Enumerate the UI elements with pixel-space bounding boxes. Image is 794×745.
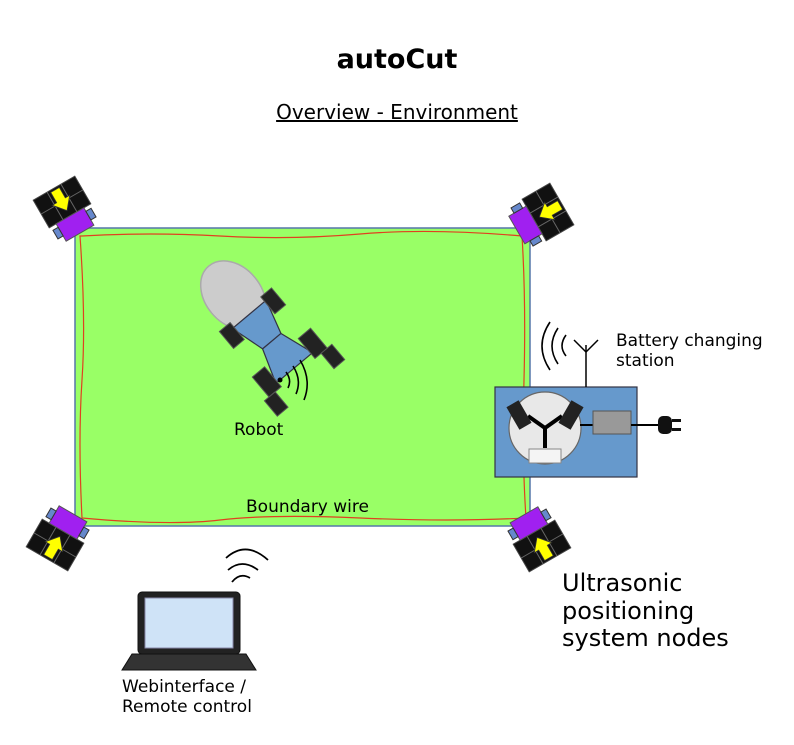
diagram-subtitle: Overview - Environment bbox=[276, 100, 518, 124]
boundary-wire-label: Boundary wire bbox=[246, 497, 369, 517]
battery-station-label: Battery changing station bbox=[616, 331, 786, 372]
battery-station-label-line2: station bbox=[616, 351, 675, 372]
station-charger bbox=[592, 410, 632, 435]
laptop-signal-waves-icon bbox=[225, 548, 269, 583]
robot-label: Robot bbox=[234, 420, 284, 440]
station-signal-waves-icon bbox=[541, 321, 567, 371]
station-robot-icon bbox=[526, 414, 564, 448]
laptop-icon bbox=[121, 591, 257, 671]
webinterface-label-line2: Remote control bbox=[122, 697, 252, 718]
nodes-label-line1: Ultrasonic bbox=[562, 569, 683, 597]
diagram-title: autoCut bbox=[336, 44, 458, 75]
battery-station-label-line1: Battery changing bbox=[616, 331, 763, 351]
nodes-label-line2: positioning bbox=[562, 596, 695, 625]
nodes-label: Ultrasonic positioning system nodes bbox=[562, 569, 782, 653]
nodes-label-line3: system nodes bbox=[562, 624, 729, 653]
power-plug-icon bbox=[658, 416, 681, 434]
robot-icon bbox=[199, 260, 346, 417]
webinterface-label: Webinterface / Remote control bbox=[122, 677, 292, 718]
antenna-icon bbox=[573, 339, 599, 387]
robot-signal-waves-icon bbox=[285, 359, 308, 401]
lawn-area bbox=[74, 227, 531, 527]
webinterface-label-line1: Webinterface / bbox=[122, 677, 247, 697]
